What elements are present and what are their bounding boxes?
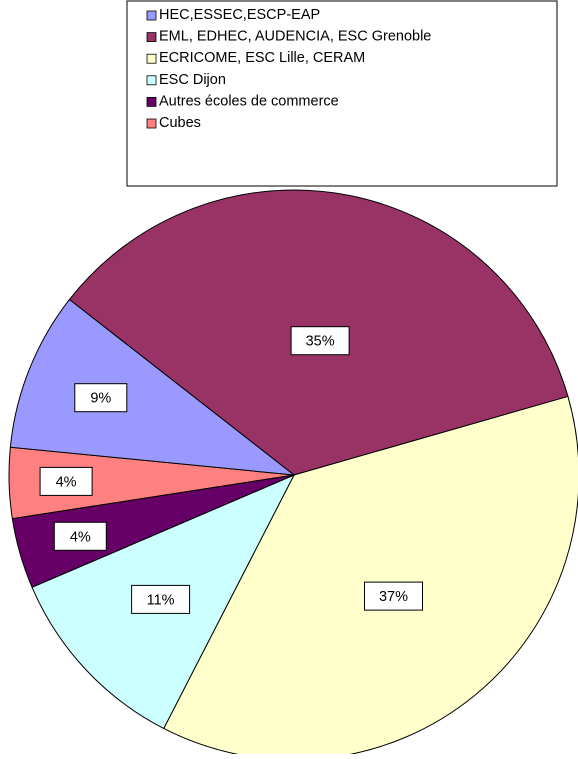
data-label-text: 11% xyxy=(147,592,175,608)
legend-label: HEC,ESSEC,ESCP-EAP xyxy=(159,7,320,23)
data-labels: 35% 37% 11% 4% 4% 9% xyxy=(39,326,423,614)
legend-item-hec-essec-escp-eap: HEC,ESSEC,ESCP-EAP xyxy=(146,7,320,23)
legend-swatch xyxy=(146,118,157,129)
legend-box xyxy=(126,0,558,187)
legend-label: Autres écoles de commerce xyxy=(159,93,339,109)
legend-item-esc-dijon: ESC Dijon xyxy=(146,72,226,88)
legend-swatch xyxy=(146,32,157,42)
data-label-text: 35% xyxy=(306,334,335,350)
legend-label: ECRICOME, ESC Lille, CERAM xyxy=(159,50,365,66)
data-label-box xyxy=(74,383,128,413)
data-label-box xyxy=(364,581,423,611)
legend-item-eml-edhec-audencia-esc-grenoble: EML, EDHEC, AUDENCIA, ESC Grenoble xyxy=(146,29,431,45)
legend-label: EML, EDHEC, AUDENCIA, ESC Grenoble xyxy=(159,29,431,45)
data-label-box xyxy=(39,466,93,496)
legend-label: Cubes xyxy=(159,115,201,131)
data-label-cubes: 4% xyxy=(39,466,93,496)
legend-swatch xyxy=(146,53,157,64)
legend-item-autres-ecoles-de-commerce: Autres écoles de commerce xyxy=(146,93,339,109)
legend-swatch xyxy=(146,97,157,107)
data-label-autres-ecoles-de-commerce: 4% xyxy=(53,521,107,551)
data-label-box xyxy=(53,521,107,551)
data-label-text: 4% xyxy=(70,529,91,545)
data-label-text: 37% xyxy=(379,589,408,605)
data-label-esc-dijon: 11% xyxy=(131,584,191,614)
slice-hec-essec-escp-eap xyxy=(9,298,296,476)
data-label-ecricome-esc-lille-ceram: 37% xyxy=(364,581,423,611)
data-label-text: 4% xyxy=(56,474,77,490)
data-label-box xyxy=(290,326,350,356)
data-label-text: 9% xyxy=(90,391,111,407)
legend-item-ecricome-esc-lille-ceram: ECRICOME, ESC Lille, CERAM xyxy=(146,50,365,66)
data-label-hec-essec-escp-eap: 9% xyxy=(74,383,128,413)
pie-slices xyxy=(8,189,578,759)
legend-item-cubes: Cubes xyxy=(146,115,201,131)
legend: HEC,ESSEC,ESCP-EAP EML, EDHEC, AUDENCIA, … xyxy=(146,7,431,131)
legend-swatch xyxy=(146,75,157,86)
legend-swatch xyxy=(146,10,157,21)
data-label-box xyxy=(131,584,191,614)
data-label-eml-edhec-audencia-esc-grenoble: 35% xyxy=(290,326,350,356)
legend-label: ESC Dijon xyxy=(159,72,226,88)
